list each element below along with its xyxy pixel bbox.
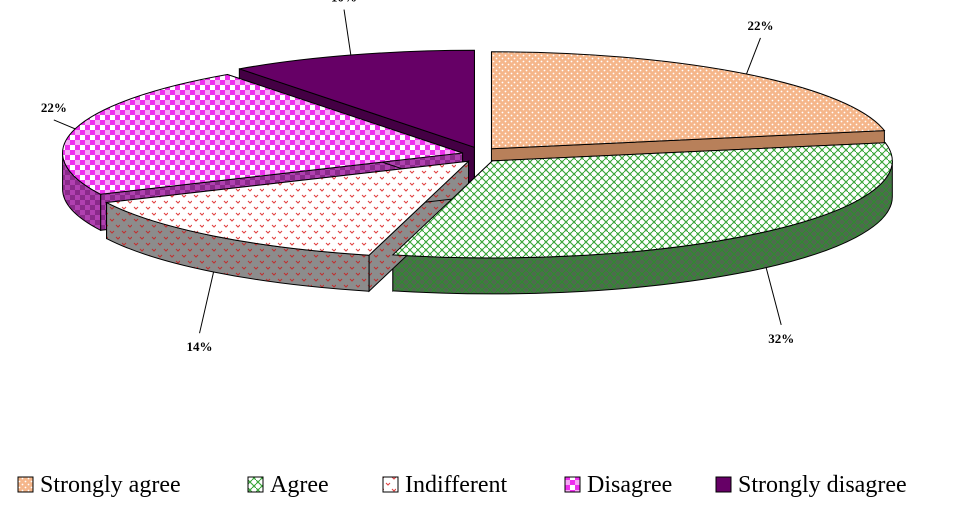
legend-label-indifferent: Indifferent	[405, 472, 508, 498]
leader-line-indifferent	[199, 271, 215, 334]
pie-slice-disagree	[62, 73, 463, 195]
legend-label-disagree: Disagree	[587, 472, 672, 498]
data-label-agree: 32%	[768, 331, 794, 346]
legend-label-strongly-agree: Strongly agree	[40, 472, 181, 498]
legend-label-agree: Agree	[270, 472, 329, 498]
legend-label-strongly-disagree: Strongly disagree	[738, 472, 907, 498]
legend-swatch-strongly-disagree	[715, 476, 732, 493]
data-label-disagree: 22%	[41, 100, 67, 115]
pie-slice-indifferent	[104, 160, 470, 256]
data-label-indifferent: 14%	[187, 339, 213, 354]
leader-line-strongly-agree	[745, 37, 761, 75]
leader-line-strongly-disagree	[343, 9, 352, 56]
pie-slice-agree	[391, 142, 893, 259]
legend-swatch-strongly-agree	[17, 476, 34, 493]
legend-swatch-disagree	[564, 476, 581, 493]
legend: Strongly agree Agree Indifferent Disagree St…	[17, 472, 907, 498]
leader-line-agree	[765, 267, 782, 325]
pie-slice-strongly-disagree	[239, 49, 475, 148]
legend-swatch-indifferent	[382, 476, 399, 493]
data-label-strongly-agree: 22%	[747, 18, 773, 33]
legend-swatch-agree	[247, 476, 264, 493]
data-label-strongly-disagree: 10%	[331, 0, 357, 5]
leader-line-disagree	[53, 119, 76, 130]
